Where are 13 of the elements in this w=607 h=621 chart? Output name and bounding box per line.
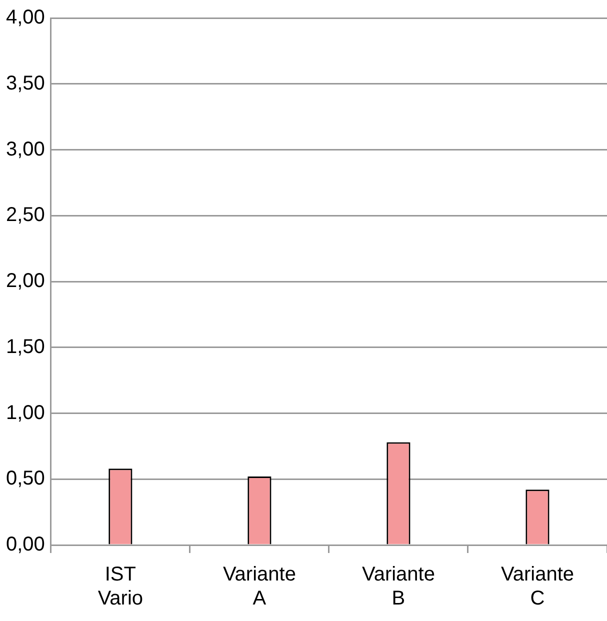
y-tick-label: 2,00 [6,270,45,292]
y-tick-label: 0,50 [6,468,45,490]
y-tick-label: 0,00 [6,534,45,556]
y-tick-label: 4,00 [6,6,45,29]
y-tick-label: 2,50 [6,204,45,226]
y-tick-label: 3,50 [6,72,45,94]
x-tick-label: Variante B [362,564,435,610]
x-tick-label: Variante A [222,564,296,610]
x-tick-label: Variante C [500,564,574,610]
y-tick-label: 3,00 [6,138,45,160]
y-tick-label: 1,50 [6,336,45,358]
x-tick-label: IST Vario [98,564,144,610]
y-tick-label: 1,00 [6,402,45,424]
